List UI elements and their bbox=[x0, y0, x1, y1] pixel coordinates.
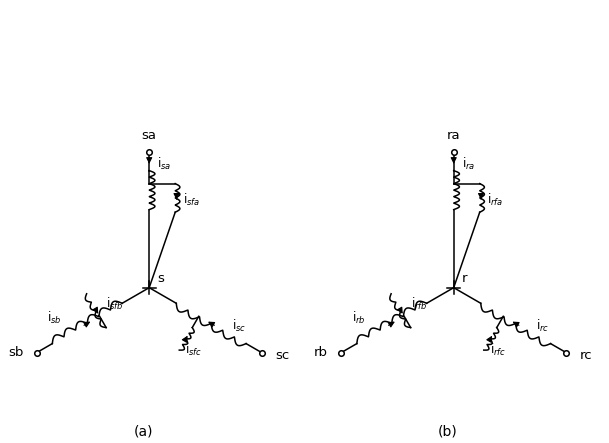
Text: r: r bbox=[462, 272, 467, 285]
Text: i$_{rfb}$: i$_{rfb}$ bbox=[410, 296, 427, 312]
Text: (b): (b) bbox=[438, 424, 457, 439]
Text: i$_{sb}$: i$_{sb}$ bbox=[47, 310, 62, 326]
Text: i$_{sa}$: i$_{sa}$ bbox=[157, 155, 171, 171]
Text: i$_{sc}$: i$_{sc}$ bbox=[232, 318, 246, 334]
Text: i$_{sfc}$: i$_{sfc}$ bbox=[185, 342, 202, 358]
Text: sc: sc bbox=[275, 349, 289, 362]
Text: rb: rb bbox=[314, 346, 328, 359]
Text: i$_{rfa}$: i$_{rfa}$ bbox=[487, 192, 503, 208]
Text: i$_{rfc}$: i$_{rfc}$ bbox=[490, 342, 506, 358]
Text: sb: sb bbox=[8, 346, 24, 359]
Text: ra: ra bbox=[447, 129, 460, 142]
Text: i$_{sfa}$: i$_{sfa}$ bbox=[183, 192, 200, 208]
Text: i$_{sfb}$: i$_{sfb}$ bbox=[106, 296, 124, 312]
Text: rc: rc bbox=[579, 349, 592, 362]
Text: i$_{rb}$: i$_{rb}$ bbox=[352, 310, 366, 326]
Text: sa: sa bbox=[142, 129, 157, 142]
Text: i$_{ra}$: i$_{ra}$ bbox=[462, 155, 475, 171]
Text: i$_{rc}$: i$_{rc}$ bbox=[537, 318, 550, 334]
Text: (a): (a) bbox=[133, 424, 153, 439]
Text: s: s bbox=[157, 272, 164, 285]
